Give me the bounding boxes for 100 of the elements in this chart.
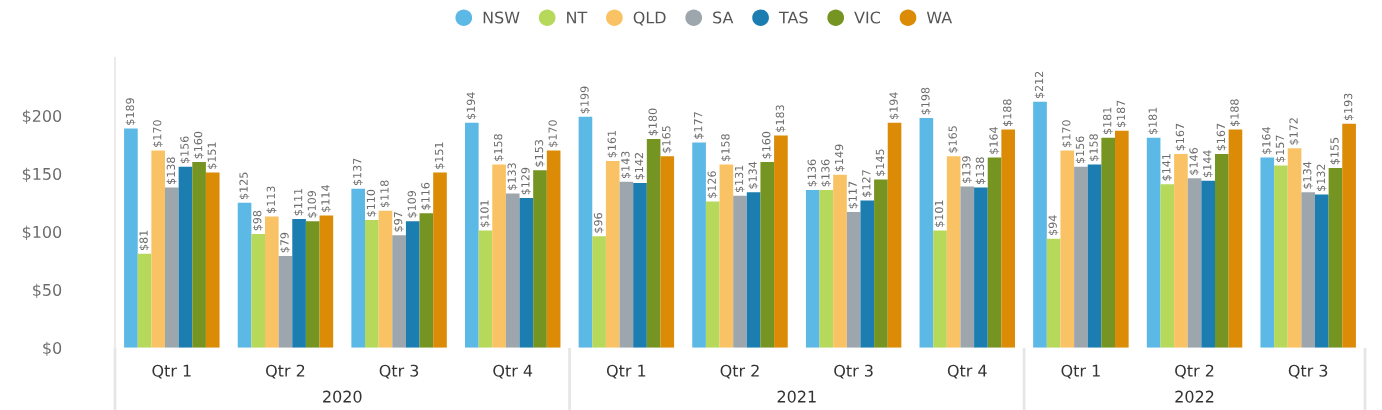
x-tick-label: Qtr 4 — [947, 364, 987, 379]
x-tick-label: Qtr 2 — [720, 364, 759, 379]
data-label: $167 — [1175, 123, 1186, 151]
bar — [433, 172, 447, 348]
bar — [505, 193, 520, 348]
data-label: $139 — [961, 156, 972, 183]
bar — [137, 253, 152, 348]
data-label: $181 — [1102, 107, 1113, 135]
data-label: $170 — [1061, 120, 1072, 147]
x-tick-label: Qtr 3 — [834, 364, 873, 379]
legend-label: WA — [926, 11, 953, 24]
bar — [774, 135, 788, 348]
y-tick-label: $50 — [33, 283, 62, 299]
data-label: $158 — [493, 134, 504, 161]
bar — [1060, 150, 1075, 348]
data-label: $164 — [1261, 127, 1272, 154]
bar — [192, 162, 206, 348]
bar — [705, 201, 720, 348]
bar — [1301, 192, 1315, 348]
bar — [846, 211, 861, 348]
data-label: $94 — [1048, 215, 1059, 235]
data-label: $129 — [520, 167, 532, 195]
data-label: $113 — [266, 186, 277, 213]
legend-label: SA — [713, 11, 734, 24]
data-label: $144 — [1202, 150, 1213, 177]
bar — [933, 230, 947, 348]
bar — [605, 160, 620, 348]
data-label: $134 — [1302, 161, 1313, 189]
bar — [278, 256, 293, 348]
bar — [251, 234, 265, 348]
data-label: $116 — [420, 182, 432, 210]
bar — [974, 187, 988, 348]
bar — [619, 181, 634, 348]
bar — [419, 213, 434, 348]
data-label: $167 — [1216, 123, 1227, 151]
data-label: $193 — [1343, 93, 1354, 121]
bar — [1174, 153, 1188, 348]
data-label: $151 — [434, 142, 445, 169]
bar — [887, 122, 902, 348]
bar — [960, 186, 975, 348]
data-label: $170 — [152, 120, 163, 147]
bar — [1087, 164, 1102, 348]
data-label: $81 — [139, 230, 150, 251]
data-label: $160 — [761, 131, 772, 159]
data-label: $109 — [307, 190, 318, 218]
y-tick-label: $0 — [43, 341, 62, 357]
bar — [919, 118, 934, 348]
data-label: $126 — [707, 171, 718, 198]
bar — [719, 164, 734, 348]
data-label: $125 — [239, 172, 250, 199]
data-label: $137 — [352, 158, 363, 186]
bar — [1101, 137, 1115, 348]
data-label: $177 — [693, 112, 704, 139]
data-label: $199 — [580, 86, 591, 114]
bar — [237, 202, 252, 348]
bar — [833, 174, 847, 348]
data-label: $187 — [1116, 100, 1127, 128]
y-tick-label: $200 — [22, 109, 62, 125]
bar — [874, 179, 888, 348]
data-label: $79 — [280, 232, 291, 253]
data-label: $156 — [180, 136, 191, 164]
bar — [392, 235, 406, 348]
data-label: $165 — [661, 126, 672, 153]
bar — [546, 150, 561, 348]
bar — [165, 187, 179, 348]
data-label: $188 — [1230, 99, 1241, 126]
data-label: $138 — [975, 157, 986, 184]
data-label: $212 — [1034, 71, 1045, 99]
data-label: $149 — [834, 144, 845, 172]
bar — [1342, 123, 1356, 348]
data-label: $165 — [948, 126, 959, 153]
data-label: $101 — [480, 200, 491, 227]
bar — [1033, 101, 1047, 348]
bar — [351, 188, 365, 348]
data-label: $180 — [648, 108, 659, 136]
x-tick-label: Qtr 4 — [493, 364, 533, 379]
data-label: $132 — [1316, 164, 1327, 191]
data-label: $155 — [1330, 137, 1341, 165]
x-tick-label: Qtr 1 — [152, 364, 191, 379]
data-label: $160 — [193, 131, 204, 159]
bar — [1201, 180, 1215, 348]
bar — [1274, 165, 1288, 348]
text: 2021 — [777, 390, 816, 403]
data-label: $143 — [620, 151, 632, 179]
x-tick-label: Qtr 2 — [266, 364, 305, 379]
data-label: $183 — [775, 105, 786, 132]
legend-label: VIC — [854, 11, 880, 24]
data-label: $96 — [593, 213, 604, 233]
data-label: $97 — [393, 212, 404, 232]
data-label: $98 — [252, 210, 263, 231]
data-label: $172 — [1289, 118, 1300, 145]
data-label: $158 — [720, 134, 732, 161]
data-label: $156 — [1075, 136, 1086, 164]
data-label: $198 — [920, 87, 932, 115]
bar — [178, 166, 193, 348]
data-label: $188 — [1002, 99, 1013, 126]
data-label: $194 — [466, 92, 477, 119]
bar — [633, 182, 647, 348]
bar — [1187, 178, 1202, 348]
bar — [519, 198, 534, 348]
